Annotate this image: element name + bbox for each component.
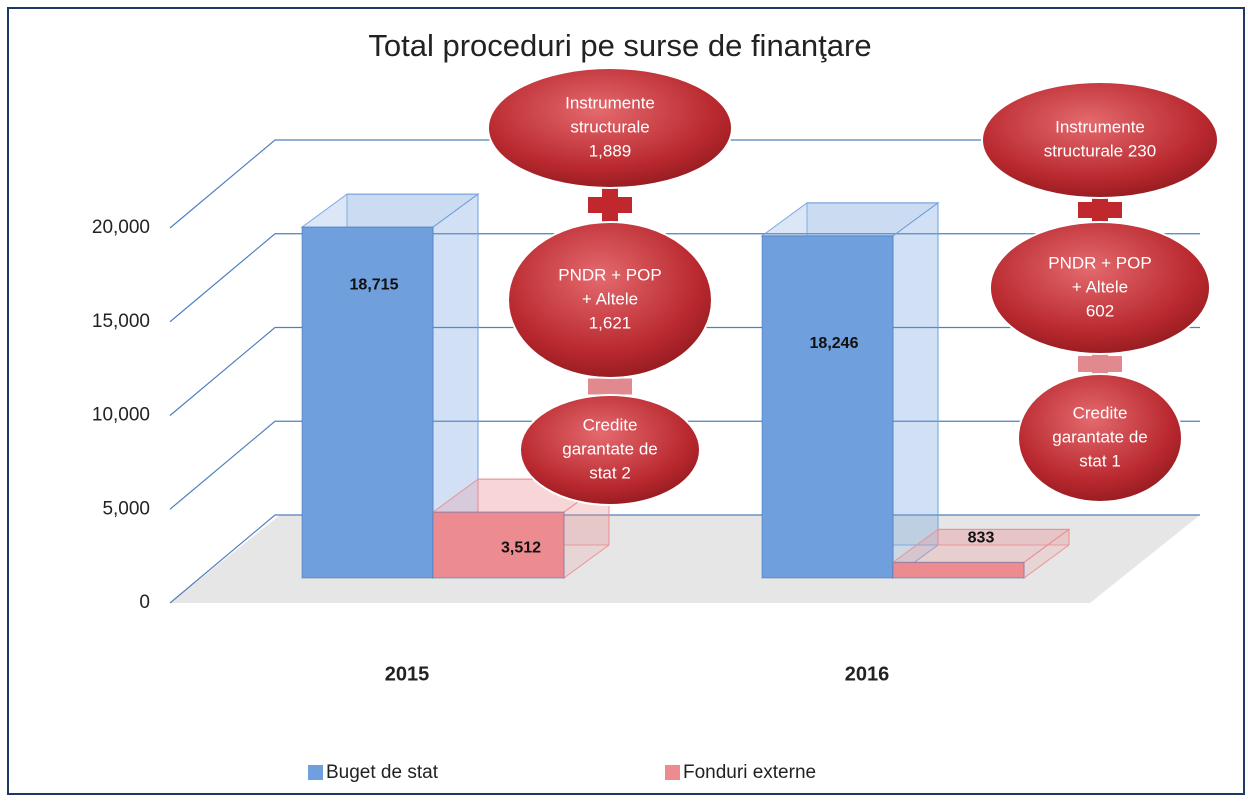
annotation-text: Instrumente	[1055, 117, 1145, 136]
annotation-text: Credite	[583, 415, 638, 434]
annotation-text: + Altele	[582, 289, 638, 308]
annotation-bubble	[989, 221, 1211, 355]
y-tick-label: 5,000	[102, 498, 150, 519]
plus-sign	[588, 197, 632, 213]
annotation-text: Instrumente	[565, 93, 655, 112]
plus-sign	[588, 378, 632, 395]
data-label: 18,246	[810, 335, 859, 352]
grid-line	[169, 139, 1200, 229]
x-tick-label: 2016	[845, 663, 890, 685]
annotation-text: garantate de	[1052, 427, 1147, 446]
annotation-text: garantate de	[562, 439, 657, 458]
bar	[301, 226, 434, 579]
legend-label: Buget de stat	[326, 762, 439, 783]
annotation-text: PNDR + POP	[558, 265, 661, 284]
legend-label: Fonduri externe	[683, 762, 816, 783]
legend-swatch	[665, 765, 680, 780]
annotation-bubble	[519, 394, 701, 506]
annotation-text: stat 2	[589, 463, 631, 482]
annotation-text: 602	[1086, 301, 1114, 320]
annotation-text: stat 1	[1079, 451, 1121, 470]
y-tick-label: 15,000	[92, 311, 150, 332]
plus-sign	[1078, 202, 1122, 218]
bar	[761, 235, 894, 579]
annotation-text: 1,621	[589, 313, 632, 332]
annotation-text: 1,889	[589, 141, 632, 160]
plus-sign	[1078, 356, 1122, 372]
bar	[432, 511, 565, 579]
y-tick-label: 20,000	[92, 217, 150, 238]
data-label: 18,715	[350, 276, 399, 293]
data-label: 3,512	[501, 539, 541, 556]
y-tick-label: 0	[139, 592, 150, 613]
annotation-bubble	[487, 67, 733, 189]
annotation-bubble	[507, 221, 713, 379]
annotation-text: PNDR + POP	[1048, 253, 1151, 272]
annotation-text: structurale 230	[1044, 141, 1156, 160]
data-label: 833	[968, 530, 995, 547]
annotation-bubble	[1017, 373, 1183, 503]
bar	[892, 561, 1025, 579]
bar-side	[892, 201, 939, 579]
annotation-text: + Altele	[1072, 277, 1128, 296]
chart-title: Total proceduri pe surse de finanţare	[368, 28, 871, 63]
grid-line	[169, 233, 1200, 323]
annotation-text: structurale	[570, 117, 649, 136]
annotation-text: Credite	[1073, 403, 1128, 422]
annotation-bubble	[981, 81, 1219, 199]
y-tick-label: 10,000	[92, 405, 150, 426]
x-tick-label: 2015	[385, 663, 430, 685]
legend-swatch	[308, 765, 323, 780]
